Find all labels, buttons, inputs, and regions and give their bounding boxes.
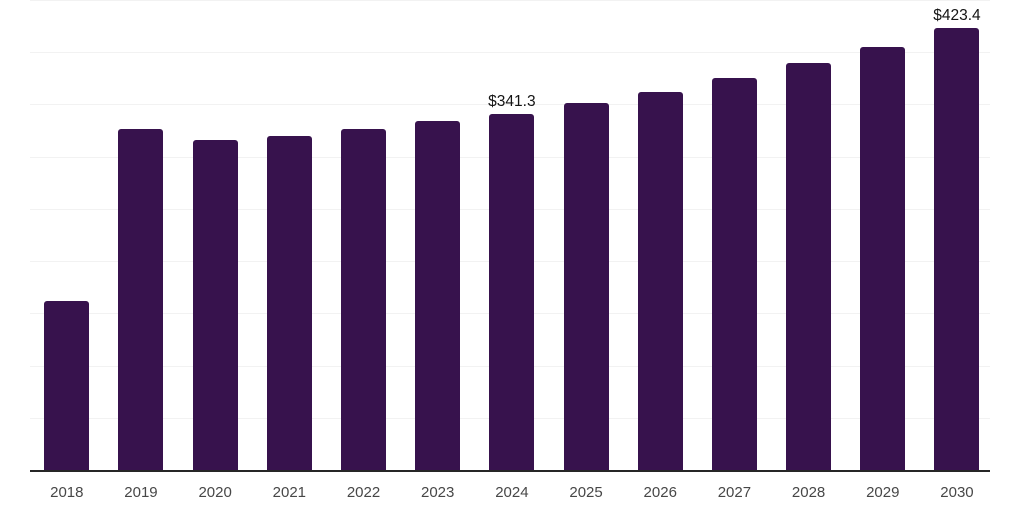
bar-2027: [711, 78, 757, 470]
x-axis-label-2028: 2028: [791, 484, 826, 501]
bar-2023: [415, 121, 461, 470]
data-label-2030: $423.4: [933, 6, 981, 24]
plot-area: [30, 0, 990, 472]
gridline: [30, 104, 990, 106]
data-label-2024: $341.3: [488, 92, 536, 110]
x-axis-label-2022: 2022: [346, 484, 381, 501]
bar-2020: [192, 139, 238, 470]
x-axis-label-2020: 2020: [198, 484, 232, 501]
x-axis-label-2024: 2024: [495, 484, 529, 501]
bar-2022: [341, 128, 387, 470]
x-axis-label-2023: 2023: [421, 484, 455, 501]
bar-2018: [44, 300, 90, 470]
bar-2028: [786, 62, 832, 470]
bar-2030: [934, 27, 980, 470]
bar-2026: [637, 91, 683, 470]
x-axis-label-2027: 2027: [717, 484, 752, 501]
x-axis-label-2030: 2030: [940, 484, 974, 501]
x-axis-label-2019: 2019: [124, 484, 158, 501]
gridline: [30, 52, 990, 54]
gridline: [30, 0, 990, 1]
bar-2019: [118, 128, 164, 470]
x-axis-label-2025: 2025: [569, 484, 603, 501]
x-axis-label-2029: 2029: [866, 484, 900, 501]
x-axis-label-2021: 2021: [272, 484, 307, 501]
x-axis-label-2026: 2026: [643, 484, 677, 501]
bar-2024: [489, 113, 535, 470]
bar-2021: [266, 135, 312, 470]
x-axis-label-2018: 2018: [50, 484, 84, 501]
bar-2025: [563, 102, 609, 470]
bar-2029: [860, 47, 906, 470]
